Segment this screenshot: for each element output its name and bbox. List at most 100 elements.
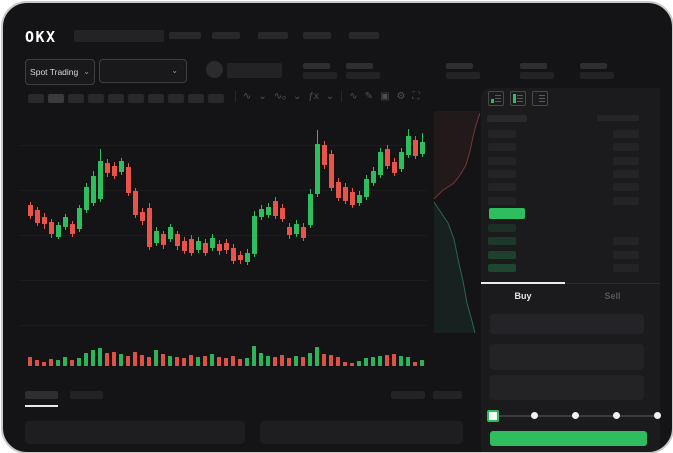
timeframe-button-skeleton[interactable] bbox=[208, 94, 224, 103]
slider-handle[interactable] bbox=[487, 410, 499, 422]
volume-bar bbox=[56, 360, 60, 366]
chevron-down-icon: ⌄ bbox=[171, 66, 178, 75]
candle bbox=[343, 187, 348, 201]
ask-amount-skeleton[interactable] bbox=[613, 156, 639, 165]
candle bbox=[336, 182, 341, 198]
line-tool-icon[interactable]: ∿ bbox=[349, 91, 358, 102]
orderbook-trade-panel: Buy Sell bbox=[481, 88, 661, 452]
book-split-view-icon[interactable] bbox=[488, 91, 504, 106]
timeframe-button-skeleton[interactable] bbox=[108, 94, 124, 103]
candle bbox=[70, 224, 75, 234]
bid-price-skeleton[interactable] bbox=[488, 237, 516, 246]
tab-sell[interactable]: Sell bbox=[604, 291, 621, 301]
ask-price-skeleton[interactable] bbox=[488, 143, 516, 152]
candle bbox=[350, 192, 355, 205]
gridline bbox=[19, 145, 427, 146]
stat-value-skeleton bbox=[346, 72, 380, 79]
volume-bar bbox=[175, 357, 179, 366]
search-skeleton[interactable] bbox=[74, 30, 164, 42]
candle bbox=[154, 231, 159, 243]
slider-stop[interactable] bbox=[530, 412, 538, 419]
candle bbox=[91, 176, 96, 203]
draw-icon[interactable]: ✎ bbox=[364, 91, 374, 102]
book-bids-only-icon[interactable] bbox=[510, 91, 526, 106]
volume-bar bbox=[308, 353, 312, 366]
timeframe-button-skeleton[interactable] bbox=[148, 94, 164, 103]
ask-amount-skeleton[interactable] bbox=[613, 183, 639, 192]
orders-filter-skeleton[interactable] bbox=[391, 391, 425, 399]
pair-name-skeleton bbox=[227, 63, 282, 78]
timeframe-button-skeleton[interactable] bbox=[168, 94, 184, 103]
candle bbox=[203, 243, 208, 253]
book-asks-only-icon[interactable] bbox=[532, 91, 548, 106]
candle bbox=[406, 136, 411, 155]
candle bbox=[413, 140, 418, 156]
volume-bar bbox=[112, 352, 116, 366]
market-type-selector[interactable]: Spot Trading ⌄ bbox=[25, 59, 95, 85]
gridline bbox=[19, 235, 427, 236]
ask-price-skeleton[interactable] bbox=[488, 183, 516, 192]
timeframe-button-skeleton[interactable] bbox=[88, 94, 104, 103]
slider-stop[interactable] bbox=[653, 412, 661, 419]
gridline bbox=[19, 190, 427, 191]
nav-item-skeleton[interactable] bbox=[258, 32, 288, 39]
nav-item-skeleton[interactable] bbox=[169, 32, 201, 39]
bid-amount-skeleton[interactable] bbox=[613, 263, 639, 272]
orders-filter-skeleton[interactable] bbox=[433, 391, 462, 399]
candle bbox=[378, 152, 383, 175]
nav-item-skeleton[interactable] bbox=[303, 32, 331, 39]
volume-bar bbox=[301, 357, 305, 366]
ask-price-skeleton[interactable] bbox=[488, 196, 516, 205]
price-input-skeleton[interactable] bbox=[490, 314, 644, 334]
timeframe-button-skeleton[interactable] bbox=[188, 94, 204, 103]
timeframe-button-skeleton[interactable] bbox=[28, 94, 44, 103]
ask-amount-skeleton[interactable] bbox=[613, 130, 639, 138]
nav-item-skeleton[interactable] bbox=[212, 32, 240, 39]
orders-tab-skeleton[interactable] bbox=[70, 391, 103, 399]
bid-amount-skeleton[interactable] bbox=[613, 237, 639, 246]
amount-input-skeleton[interactable] bbox=[490, 344, 644, 370]
timeframe-button-skeleton[interactable] bbox=[128, 94, 144, 103]
screenshot-icon[interactable]: ▣ bbox=[380, 91, 390, 102]
bid-price-skeleton[interactable] bbox=[488, 263, 516, 272]
candle bbox=[301, 227, 306, 238]
bid-price-skeleton[interactable] bbox=[488, 224, 516, 232]
ask-amount-skeleton[interactable] bbox=[613, 169, 639, 178]
chevron-down-icon[interactable]: ⌄ bbox=[325, 91, 335, 102]
volume-bar bbox=[63, 357, 67, 366]
stat-value-skeleton bbox=[446, 72, 480, 79]
last-price-badge bbox=[489, 208, 525, 219]
indicators-icon[interactable]: ƒx bbox=[308, 91, 319, 102]
chart-type-icon[interactable]: ∿ bbox=[243, 91, 252, 102]
buy-submit-button[interactable] bbox=[490, 431, 647, 446]
ask-amount-skeleton[interactable] bbox=[613, 143, 639, 152]
compare-icon[interactable]: ∿ₒ bbox=[273, 91, 286, 102]
bid-price-skeleton[interactable] bbox=[488, 250, 516, 259]
total-input-skeleton[interactable] bbox=[490, 375, 644, 400]
candle bbox=[231, 248, 236, 261]
slider-stop[interactable] bbox=[612, 412, 620, 419]
bid-amount-skeleton[interactable] bbox=[613, 250, 639, 259]
fullscreen-icon[interactable]: ⛶ bbox=[412, 91, 420, 102]
ask-amount-skeleton[interactable] bbox=[613, 196, 639, 205]
timeframe-button-skeleton[interactable] bbox=[68, 94, 84, 103]
orders-tab-active-skeleton[interactable] bbox=[25, 391, 58, 399]
settings-icon[interactable]: ⚙ bbox=[396, 91, 406, 102]
slider-stop[interactable] bbox=[571, 412, 579, 419]
market-type-label: Spot Trading bbox=[30, 67, 79, 77]
volume-bar bbox=[357, 361, 361, 366]
candle bbox=[126, 167, 131, 193]
nav-item-skeleton[interactable] bbox=[349, 32, 379, 39]
ask-price-skeleton[interactable] bbox=[488, 156, 516, 165]
volume-bar bbox=[133, 352, 137, 366]
candle bbox=[105, 163, 110, 173]
volume-bar bbox=[49, 359, 53, 366]
chevron-down-icon[interactable]: ⌄ bbox=[258, 91, 267, 102]
chevron-down-icon[interactable]: ⌄ bbox=[292, 91, 302, 102]
volume-bar bbox=[252, 346, 256, 366]
ask-price-skeleton[interactable] bbox=[488, 169, 516, 178]
timeframe-button-skeleton[interactable] bbox=[48, 94, 64, 103]
pair-dropdown[interactable]: ⌄ bbox=[99, 59, 187, 83]
tab-buy[interactable]: Buy bbox=[514, 291, 532, 301]
ask-price-skeleton[interactable] bbox=[488, 130, 516, 138]
